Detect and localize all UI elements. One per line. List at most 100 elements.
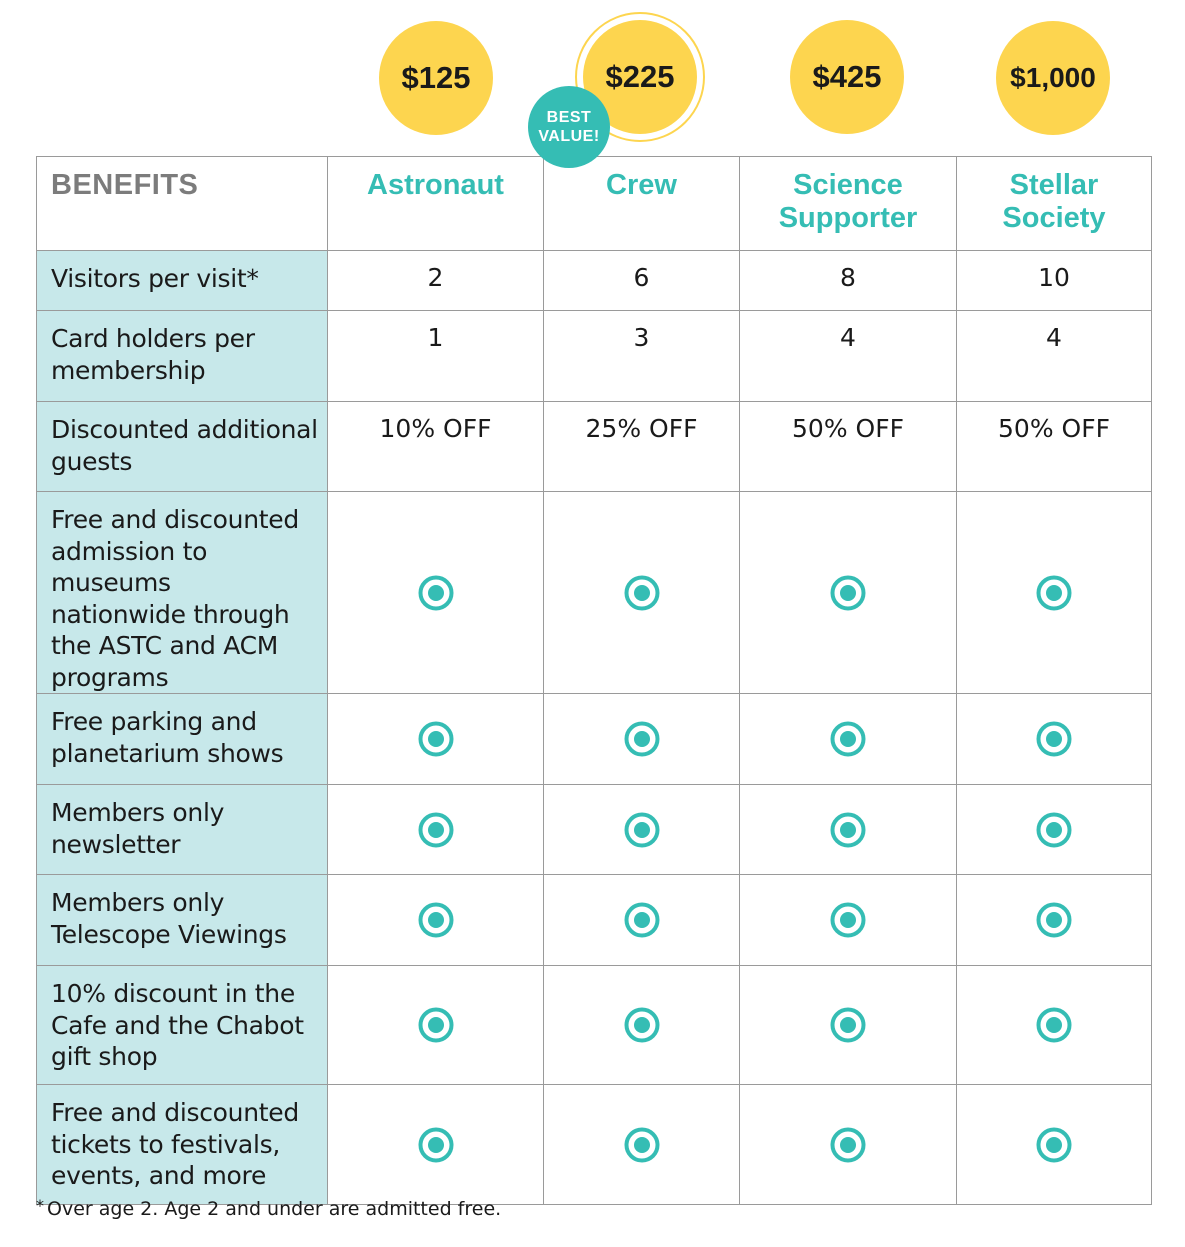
- radio-check-icon: [418, 1127, 454, 1163]
- benefit-included-astronaut: [327, 1084, 544, 1205]
- benefit-label: Free and discounted admission to museums n…: [36, 491, 328, 694]
- benefit-label-line: the ASTC and ACM: [51, 631, 279, 660]
- benefit-included-astronaut: [327, 965, 544, 1085]
- benefit-label: Members only Telescope Viewings: [36, 874, 328, 966]
- benefit-included-science-supporter: [739, 874, 957, 966]
- radio-check-icon: [624, 1007, 660, 1043]
- benefit-value-science-supporter: 8: [739, 250, 957, 311]
- tier-header-science-supporter: Science Supporter: [739, 156, 957, 251]
- benefit-included-crew: [543, 874, 740, 966]
- benefit-value-astronaut: 1: [327, 310, 544, 402]
- benefit-value-stellar-society: 10: [956, 250, 1152, 311]
- benefit-label-line: membership: [51, 355, 206, 385]
- radio-check-icon: [830, 1127, 866, 1163]
- benefit-label-line: newsletter: [51, 829, 181, 859]
- benefit-label-line: Telescope Viewings: [51, 919, 287, 949]
- table-header-row: BENEFITS Astronaut Crew Science Supporter…: [36, 156, 1152, 251]
- benefit-included-crew: [543, 965, 740, 1085]
- benefit-label-line: Free and discounted: [51, 1098, 299, 1127]
- benefit-included-crew: [543, 784, 740, 875]
- benefit-included-science-supporter: [739, 491, 957, 694]
- radio-check-icon: [624, 1127, 660, 1163]
- benefit-label-line: Free and discounted: [51, 505, 299, 534]
- radio-check-icon: [418, 1007, 454, 1043]
- benefit-label-line: Members only: [51, 888, 225, 917]
- benefit-included-stellar-society: [956, 965, 1152, 1085]
- benefit-included-crew: [543, 1084, 740, 1205]
- benefit-label-line: admission to museums: [51, 536, 208, 598]
- tier-header-astronaut: Astronaut: [327, 156, 544, 251]
- benefit-label: Visitors per visit*: [36, 250, 328, 311]
- benefit-value-stellar-society: 4: [956, 310, 1152, 402]
- table-row: Free parking and planetarium shows: [36, 693, 1152, 785]
- table-row: Free and discounted tickets to festivals,…: [36, 1084, 1152, 1205]
- radio-check-icon: [1036, 1007, 1072, 1043]
- benefit-label-line: Discounted additional: [51, 415, 318, 444]
- radio-check-icon: [830, 721, 866, 757]
- table-row: Members only Telescope Viewings: [36, 874, 1152, 966]
- table-row: Discounted additional guests 10% OFF 25% OF…: [36, 401, 1152, 492]
- benefit-label-line: nationwide through: [51, 599, 290, 629]
- price-highlight-ring: [575, 12, 705, 142]
- price-circle-astronaut: $125: [379, 21, 493, 135]
- benefit-label-line: programs: [51, 662, 169, 692]
- benefit-label: Free and discounted tickets to festivals,…: [36, 1084, 328, 1205]
- benefit-label-line: Visitors per visit*: [51, 264, 259, 293]
- footnote: * Over age 2. Age 2 and under are admitte…: [36, 1196, 501, 1220]
- benefit-label-line: planetarium shows: [51, 738, 284, 768]
- benefit-label-line: gift shop: [51, 1042, 158, 1071]
- benefit-included-science-supporter: [739, 965, 957, 1085]
- benefits-header: BENEFITS: [36, 156, 328, 251]
- benefit-included-crew: [543, 491, 740, 694]
- benefit-included-stellar-society: [956, 491, 1152, 694]
- radio-check-icon: [830, 812, 866, 848]
- tier-header-stellar-society: Stellar Society: [956, 156, 1152, 251]
- benefit-label-line: events, and more: [51, 1161, 267, 1190]
- benefit-value-crew: 25% OFF: [543, 401, 740, 492]
- radio-check-icon: [418, 902, 454, 938]
- price-circle-stellar-society: $1,000: [996, 21, 1110, 135]
- radio-check-icon: [1036, 812, 1072, 848]
- benefit-included-stellar-society: [956, 784, 1152, 875]
- radio-check-icon: [1036, 902, 1072, 938]
- benefit-included-crew: [543, 693, 740, 785]
- radio-check-icon: [624, 721, 660, 757]
- table-row: Members only newsletter: [36, 784, 1152, 875]
- tier-header-crew: Crew: [543, 156, 740, 251]
- benefit-label: Card holders per membership: [36, 310, 328, 402]
- footnote-marker: *: [36, 1196, 44, 1215]
- benefit-included-science-supporter: [739, 1084, 957, 1205]
- radio-check-icon: [624, 575, 660, 611]
- benefit-included-science-supporter: [739, 693, 957, 785]
- benefit-label: Members only newsletter: [36, 784, 328, 875]
- radio-check-icon: [1036, 721, 1072, 757]
- benefit-value-astronaut: 2: [327, 250, 544, 311]
- radio-check-icon: [418, 721, 454, 757]
- table-row: 10% discount in the Cafe and the Chabot gi…: [36, 965, 1152, 1085]
- benefit-included-stellar-society: [956, 874, 1152, 966]
- benefit-value-science-supporter: 4: [739, 310, 957, 402]
- best-value-badge: BEST VALUE!: [528, 86, 610, 168]
- price-circle-science-supporter: $425: [790, 20, 904, 134]
- benefit-label-line: tickets to festivals,: [51, 1129, 280, 1159]
- benefit-value-science-supporter: 50% OFF: [739, 401, 957, 492]
- benefit-label: Free parking and planetarium shows: [36, 693, 328, 785]
- benefit-label: Discounted additional guests: [36, 401, 328, 492]
- benefit-included-astronaut: [327, 693, 544, 785]
- benefit-label-line: Card holders per: [51, 324, 255, 353]
- radio-check-icon: [624, 902, 660, 938]
- benefit-label-line: 10% discount in the: [51, 979, 295, 1008]
- benefit-included-stellar-society: [956, 1084, 1152, 1205]
- radio-check-icon: [1036, 575, 1072, 611]
- benefit-value-crew: 3: [543, 310, 740, 402]
- table-row: Free and discounted admission to museums n…: [36, 491, 1152, 694]
- benefit-value-astronaut: 10% OFF: [327, 401, 544, 492]
- benefit-included-science-supporter: [739, 784, 957, 875]
- radio-check-icon: [624, 812, 660, 848]
- benefit-included-astronaut: [327, 874, 544, 966]
- radio-check-icon: [830, 902, 866, 938]
- benefit-label-line: guests: [51, 446, 133, 476]
- benefit-value-crew: 6: [543, 250, 740, 311]
- footnote-text: Over age 2. Age 2 and under are admitted…: [47, 1198, 502, 1220]
- benefit-label-line: Cafe and the Chabot: [51, 1010, 304, 1040]
